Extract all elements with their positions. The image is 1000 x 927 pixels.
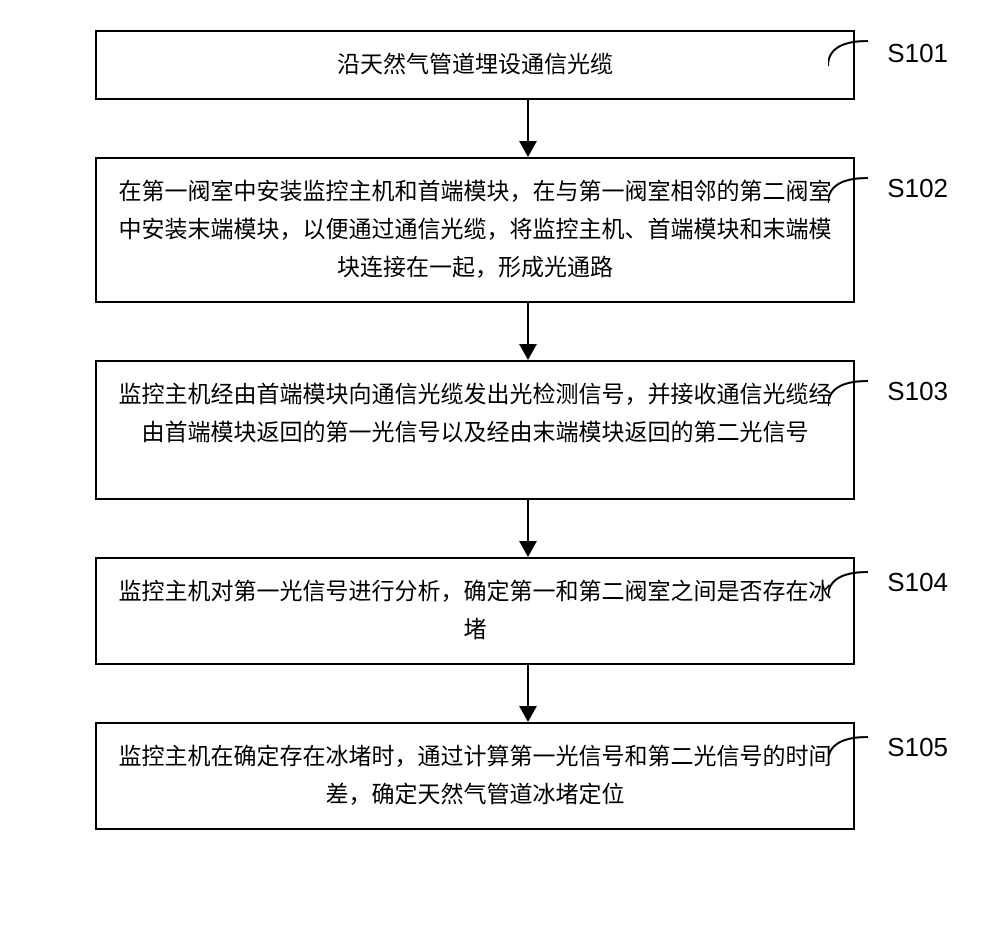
- step-row-5: 监控主机在确定存在冰堵时，通过计算第一光信号和第二光信号的时间差，确定天然气管道…: [40, 722, 960, 830]
- connector-arc-3: [828, 376, 888, 406]
- connector-arc-2: [828, 173, 888, 203]
- step-label-2: S102: [887, 173, 948, 204]
- arrow-4: [519, 665, 537, 722]
- step-row-2: 在第一阀室中安装监控主机和首端模块，在与第一阀室相邻的第二阀室中安装末端模块，以…: [40, 157, 960, 303]
- step-box-3: 监控主机经由首端模块向通信光缆发出光检测信号，并接收通信光缆经由首端模块返回的第…: [95, 360, 855, 500]
- arrow-head: [519, 706, 537, 722]
- connector-arc-1: [828, 36, 888, 66]
- step-box-2: 在第一阀室中安装监控主机和首端模块，在与第一阀室相邻的第二阀室中安装末端模块，以…: [95, 157, 855, 303]
- step-label-1: S101: [887, 38, 948, 69]
- step-row-4: 监控主机对第一光信号进行分析，确定第一和第二阀室之间是否存在冰堵 S104: [40, 557, 960, 665]
- arrow-line: [527, 303, 529, 345]
- arrow-1: [519, 100, 537, 157]
- step-box-5: 监控主机在确定存在冰堵时，通过计算第一光信号和第二光信号的时间差，确定天然气管道…: [95, 722, 855, 830]
- arrow-line: [527, 100, 529, 142]
- arrow-line: [527, 500, 529, 542]
- arrow-3: [519, 500, 537, 557]
- step-box-4: 监控主机对第一光信号进行分析，确定第一和第二阀室之间是否存在冰堵: [95, 557, 855, 665]
- step-row-1: 沿天然气管道埋设通信光缆 S101: [40, 30, 960, 100]
- connector-arc-4: [828, 567, 888, 597]
- flowchart-container: 沿天然气管道埋设通信光缆 S101 在第一阀室中安装监控主机和首端模块，在与第一…: [40, 30, 960, 830]
- step-box-1: 沿天然气管道埋设通信光缆: [95, 30, 855, 100]
- arrow-2: [519, 303, 537, 360]
- connector-arc-5: [828, 732, 888, 762]
- step-label-5: S105: [887, 732, 948, 763]
- arrow-line: [527, 665, 529, 707]
- arrow-head: [519, 344, 537, 360]
- step-label-3: S103: [887, 376, 948, 407]
- step-label-4: S104: [887, 567, 948, 598]
- arrow-head: [519, 541, 537, 557]
- arrow-head: [519, 141, 537, 157]
- step-row-3: 监控主机经由首端模块向通信光缆发出光检测信号，并接收通信光缆经由首端模块返回的第…: [40, 360, 960, 500]
